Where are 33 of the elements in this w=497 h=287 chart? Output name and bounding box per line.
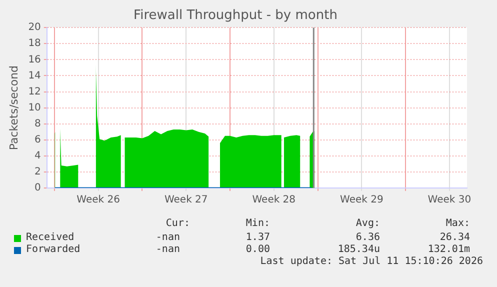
text: 185.34u <box>338 244 380 255</box>
y-tick-label: 2 <box>34 166 41 178</box>
text: Min: <box>246 218 270 229</box>
y-tick-label: 0 <box>34 182 41 194</box>
text: -nan <box>156 232 180 243</box>
x-tick-label: Week 26 <box>76 194 120 206</box>
x-tick-label: Week 27 <box>164 194 208 206</box>
legend-label: Forwarded <box>26 244 80 255</box>
y-tick-label: 10 <box>28 102 41 114</box>
text: Last update: Sat Jul 11 15:10:26 2026 <box>260 256 483 267</box>
y-tick-label: 16 <box>28 54 41 66</box>
text: 0.00 <box>246 244 270 255</box>
y-tick-label: 20 <box>28 22 41 34</box>
legend-label: Received <box>26 232 74 243</box>
y-tick-label: 12 <box>28 86 41 98</box>
text: 26.34 <box>440 232 470 243</box>
text: Max: <box>446 218 470 229</box>
y-tick-label: 6 <box>34 134 41 146</box>
x-tick-label: Week 30 <box>428 194 472 206</box>
y-tick-label: 8 <box>34 118 41 130</box>
x-tick-label: Week 29 <box>340 194 384 206</box>
chart-title: Firewall Throughput - by month <box>134 8 338 24</box>
y-tick-label: 14 <box>28 70 41 82</box>
text: 132.01m <box>428 244 470 255</box>
text: 1.37 <box>246 232 270 243</box>
y-axis-title: Packets/second <box>7 65 20 150</box>
text: Cur: <box>166 218 190 229</box>
text: 6.36 <box>356 232 380 243</box>
text: Avg: <box>356 218 380 229</box>
x-tick-label: Week 28 <box>252 194 296 206</box>
y-tick-label: 4 <box>34 150 41 162</box>
text: -nan <box>156 244 180 255</box>
y-tick-label: 18 <box>28 38 41 50</box>
